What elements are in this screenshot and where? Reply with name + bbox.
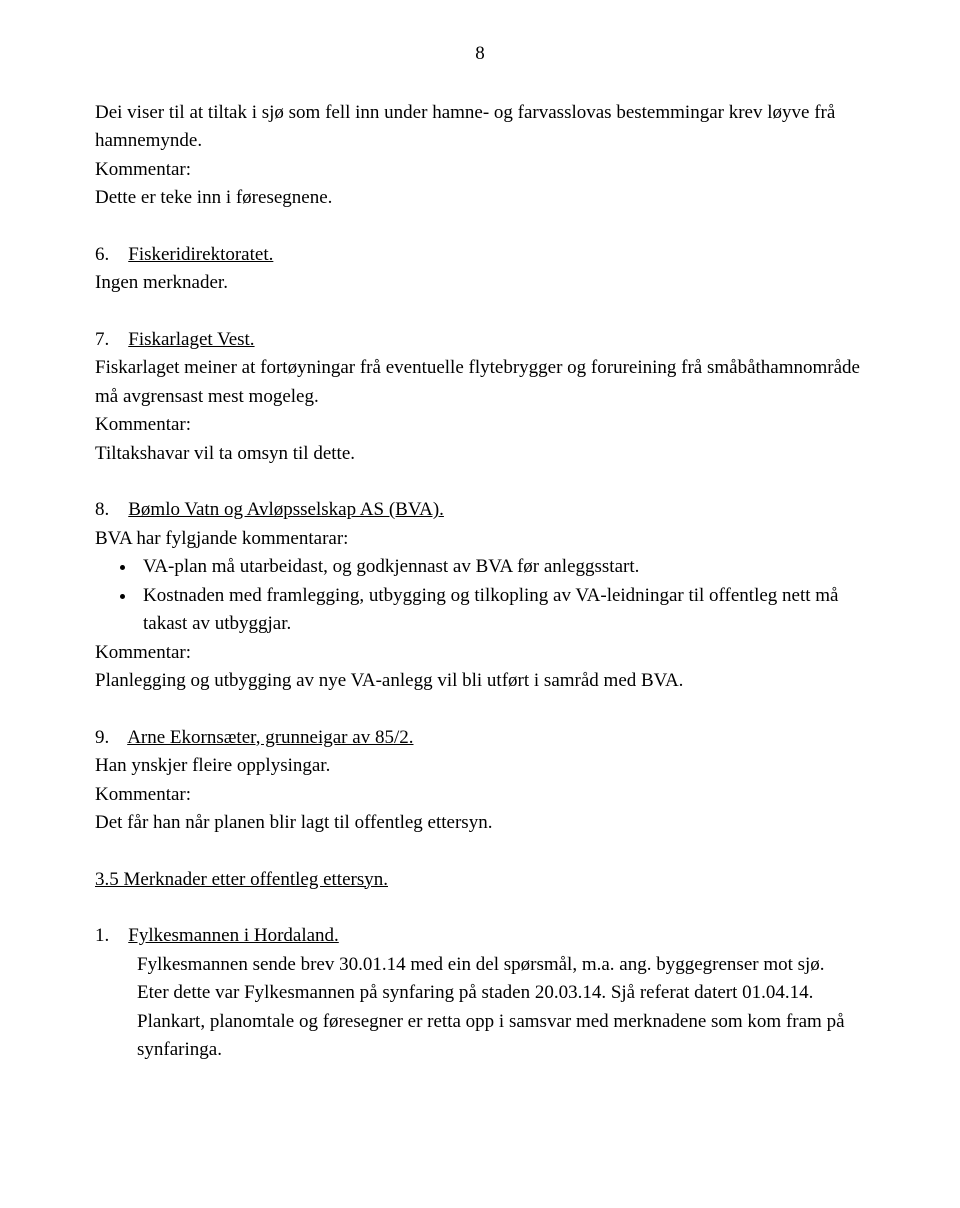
item-7-num: 7. — [95, 329, 109, 350]
item-8-kommentar-body: Planlegging og utbygging av nye VA-anleg… — [95, 667, 865, 696]
intro-line1: Dei viser til at tiltak i sjø som fell i… — [95, 99, 865, 156]
sec35-item1-num: 1. — [95, 925, 109, 946]
section-3-5-heading: 3.5 Merknader etter offentleg ettersyn. — [95, 869, 388, 890]
item-7-kommentar-body: Tiltakshavar vil ta omsyn til dette. — [95, 440, 865, 469]
item-7-title: Fiskarlaget Vest. — [128, 329, 254, 350]
item-9-kommentar-label: Kommentar: — [95, 781, 865, 810]
sec35-item1-line3: Plankart, planomtale og føresegner er re… — [137, 1008, 865, 1065]
list-item: Kostnaden med framlegging, utbygging og … — [137, 582, 865, 639]
sec35-item1-title: Fylkesmannen i Hordaland. — [128, 925, 339, 946]
item-9-title: Arne Ekornsæter, grunneigar av 85/2. — [127, 727, 413, 748]
item-9-kommentar-body: Det får han når planen blir lagt til off… — [95, 809, 865, 838]
item-6-title: Fiskeridirektoratet. — [128, 244, 273, 265]
sec35-item1-body: Fylkesmannen sende brev 30.01.14 med ein… — [95, 951, 865, 1065]
item-6-body: Ingen merknader. — [95, 269, 865, 298]
item-7-kommentar-label: Kommentar: — [95, 411, 865, 440]
item-8-bullets: VA-plan må utarbeidast, og godkjennast a… — [95, 553, 865, 639]
item-7-block: 7. Fiskarlaget Vest. Fiskarlaget meiner … — [95, 326, 865, 469]
item-8-block: 8. Bømlo Vatn og Avløpsselskap AS (BVA).… — [95, 496, 865, 696]
item-8-intro: BVA har fylgjande kommentarar: — [95, 525, 865, 554]
item-8-title: Bømlo Vatn og Avløpsselskap AS (BVA). — [128, 499, 444, 520]
sec35-item1-line2: Eter dette var Fylkesmannen på synfaring… — [137, 979, 865, 1008]
intro-kommentar-label: Kommentar: — [95, 156, 865, 185]
section-3-5-heading-block: 3.5 Merknader etter offentleg ettersyn. — [95, 866, 865, 895]
item-9-body: Han ynskjer fleire opplysingar. — [95, 752, 865, 781]
item-9-num: 9. — [95, 727, 109, 748]
page-number: 8 — [95, 40, 865, 69]
intro-kommentar-body: Dette er teke inn i føresegnene. — [95, 184, 865, 213]
sec35-item1-line1: Fylkesmannen sende brev 30.01.14 med ein… — [137, 951, 865, 980]
item-8-kommentar-label: Kommentar: — [95, 639, 865, 668]
item-7-body: Fiskarlaget meiner at fortøyningar frå e… — [95, 354, 865, 411]
item-6-block: 6. Fiskeridirektoratet. Ingen merknader. — [95, 241, 865, 298]
item-9-block: 9. Arne Ekornsæter, grunneigar av 85/2. … — [95, 724, 865, 838]
section-3-5-item-1-block: 1. Fylkesmannen i Hordaland. Fylkesmanne… — [95, 922, 865, 1065]
intro-block: Dei viser til at tiltak i sjø som fell i… — [95, 99, 865, 213]
list-item: VA-plan må utarbeidast, og godkjennast a… — [137, 553, 865, 582]
item-8-num: 8. — [95, 499, 109, 520]
item-6-num: 6. — [95, 244, 109, 265]
